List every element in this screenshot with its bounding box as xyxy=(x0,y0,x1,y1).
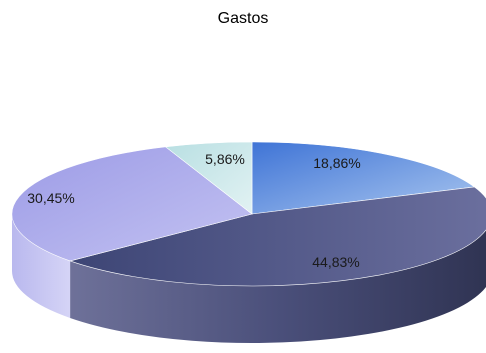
pie-slice-label-1: 44,83% xyxy=(312,254,359,270)
pie-slice-label-2: 30,45% xyxy=(27,190,74,206)
pie-slice-3 xyxy=(164,141,253,215)
pie-slice-1 xyxy=(69,186,486,287)
pie-slice-side-2 xyxy=(12,214,71,318)
pie-slice-label-3: 5,86% xyxy=(205,151,245,167)
pie-slice-2 xyxy=(11,146,253,262)
pie-slice-0 xyxy=(251,141,476,215)
pie-slice-side-1 xyxy=(70,229,486,343)
chart-title: Gastos xyxy=(217,10,269,27)
pie-slice-label-0: 18,86% xyxy=(313,155,360,171)
